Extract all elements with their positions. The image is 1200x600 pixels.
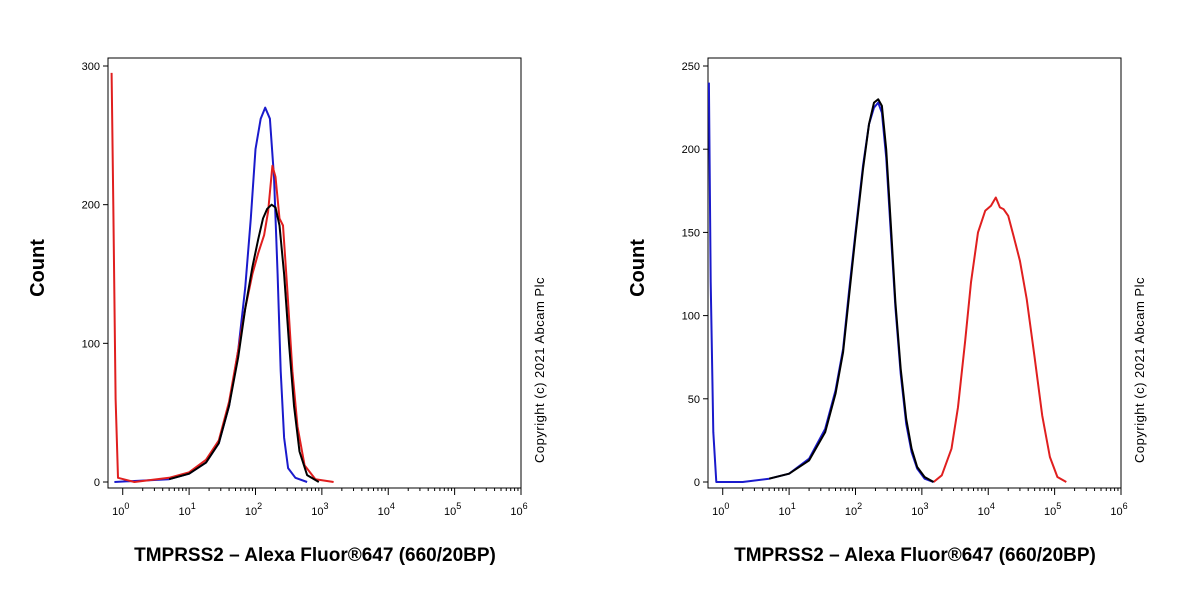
x-tick-label: 101 (178, 501, 195, 518)
histogram-series-line (114, 106, 308, 483)
plot-frame (107, 57, 522, 489)
y-tick-label: 250 (682, 61, 700, 73)
x-tick-label: 102 (245, 501, 262, 518)
x-tick-label: 103 (311, 501, 328, 518)
histogram-series-line (168, 203, 320, 483)
plot-frame (707, 57, 1122, 489)
x-axis-ticks: 100 101 102 103 104 105 106 (108, 487, 528, 518)
x-tick-label: 105 (444, 501, 461, 518)
x-axis-title: TMPRSS2 – Alexa Fluor®647 (660/20BP) (134, 545, 496, 566)
y-tick-label: 150 (682, 227, 700, 239)
x-axis-title: TMPRSS2 – Alexa Fluor®647 (660/20BP) (734, 545, 1096, 566)
histogram-lines (707, 82, 1067, 483)
y-tick-label: 0 (94, 477, 100, 489)
y-tick-label: 50 (688, 394, 700, 406)
x-tick-label: 104 (978, 501, 995, 518)
x-tick-label: 106 (1110, 501, 1127, 518)
x-tick-label: 100 (112, 501, 129, 518)
x-axis-ticks: 100 101 102 103 104 105 106 (708, 487, 1128, 518)
y-tick-label: 300 (82, 61, 100, 73)
y-tick-label: 0 (694, 477, 700, 489)
y-axis-ticks: 0 100 200 300 (82, 61, 108, 489)
histogram-lines (110, 72, 334, 483)
y-axis-title: Count (27, 239, 49, 297)
y-tick-label: 100 (82, 338, 100, 350)
histogram-panel-left: Count 0 100 200 300 100 101 102 103 104 105 106 C… (27, 57, 547, 566)
histogram-panel-right: Count 0 50 100 150 200 250 100 101 102 103 104 105… (627, 57, 1147, 566)
copyright-notice: Copyright (c) 2021 Abcam Plc (1132, 277, 1147, 463)
y-axis-ticks: 0 50 100 150 200 250 (682, 61, 708, 489)
histogram-series-line (768, 98, 935, 483)
y-tick-label: 100 (682, 311, 700, 323)
x-tick-label: 103 (911, 501, 928, 518)
histogram-series-line (110, 72, 334, 483)
histogram-series-line (707, 82, 934, 483)
y-tick-label: 200 (682, 144, 700, 156)
x-tick-label: 106 (510, 501, 527, 518)
x-tick-label: 105 (1044, 501, 1061, 518)
y-tick-label: 200 (82, 200, 100, 212)
x-tick-label: 104 (378, 501, 395, 518)
x-tick-label: 102 (845, 501, 862, 518)
x-tick-label: 100 (712, 501, 729, 518)
copyright-notice: Copyright (c) 2021 Abcam Plc (532, 277, 547, 463)
histogram-series-line (932, 196, 1067, 483)
y-axis-title: Count (627, 239, 649, 297)
x-tick-label: 101 (778, 501, 795, 518)
